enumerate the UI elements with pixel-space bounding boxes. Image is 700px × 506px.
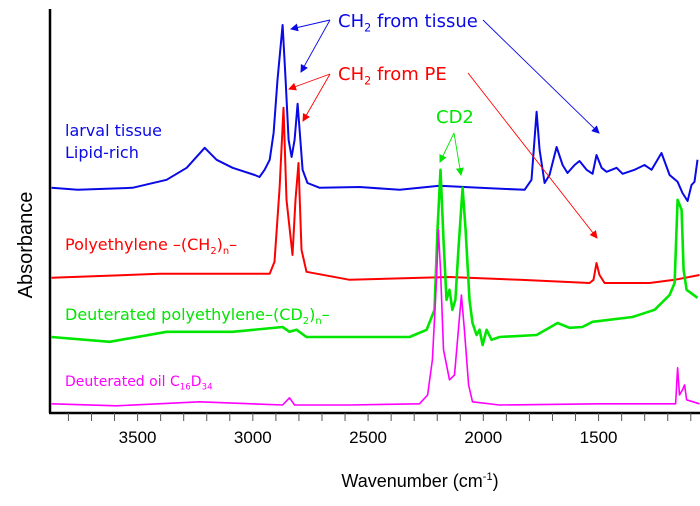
annotation-ch2-pe-part: from PE: [371, 64, 447, 85]
x-tick-label: 3000: [234, 428, 272, 447]
series-label-polyethylene-ch2-n-part: 2: [210, 246, 216, 257]
x-axis-label-part: ): [493, 471, 499, 491]
annotation-ch2-tissue: CH2 from tissue: [338, 11, 478, 35]
series-label-deuterated-oil-c16d34-part: 16: [180, 383, 191, 393]
series-label-polyethylene-ch2-n-part: Polyethylene –(CH: [65, 235, 210, 254]
annotation-arrow-ch2-tissue: [300, 19, 331, 73]
x-tick-label: 2000: [464, 428, 502, 447]
series-labels: larval tissue Lipid-rich Polyethylene –(CH…: [65, 121, 330, 393]
annotation-arrow-cd2: [453, 132, 464, 176]
annotation-ch2-tissue-part: 2: [364, 22, 371, 35]
series-label-deuterated-oil-c16d34-part: 34: [202, 383, 214, 393]
x-tick-label: 3500: [119, 428, 157, 447]
series-layer: [51, 24, 700, 407]
series-label-larval-tissue-lipid-rich-part: Lipid-rich: [65, 143, 139, 162]
annotation-ch2-tissue-part: CH: [338, 11, 364, 32]
series-label-deuterated-oil-c16d34-part: D: [191, 374, 202, 390]
axes: 3500 3000 2500 2000 1500: [48, 9, 700, 447]
annotation-ch2-pe-part: CH: [338, 64, 364, 85]
series-label-deuterated-oil-c16d34: Deuterated oil C16D34: [65, 374, 213, 393]
x-axis-label-part: -1: [483, 471, 493, 483]
series-label-larval-tissue-lipid-rich: Lipid-rich: [65, 143, 139, 162]
annotation-arrow-ch2-tissue: [290, 19, 331, 32]
series-label-polyethylene-ch2-n-part: –: [229, 235, 237, 254]
series-line-larval-tissue-lipid-rich: [51, 24, 699, 202]
annotation-ch2-pe-part: 2: [364, 75, 371, 88]
annotation-ch2-pe: CH2 from PE: [338, 64, 447, 88]
series-label-deuterated-polyethylene-cd2-n: Deuterated polyethylene–(CD2)n–: [65, 305, 330, 327]
annotation-cd2: CD2: [436, 107, 474, 128]
series-label-polyethylene-ch2-n-part: n: [223, 246, 229, 257]
series-label-deuterated-polyethylene-cd2-n-part: –: [322, 305, 330, 324]
annotation-arrow-ch2-pe: [467, 72, 598, 239]
series-label-deuterated-polyethylene-cd2-n-part: 2: [303, 316, 309, 327]
series-label-deuterated-polyethylene-cd2-n-part: ): [309, 305, 315, 324]
series-label-deuterated-polyethylene-cd2-n-part: n: [315, 316, 321, 327]
series-line-deuterated-polyethylene-cd2-n: [51, 168, 699, 347]
series-label-deuterated-polyethylene-cd2-n-part: Deuterated polyethylene–(CD: [65, 305, 303, 324]
annotation-arrow-ch2-pe: [288, 73, 331, 91]
x-tick-label: 1500: [580, 428, 618, 447]
annotation-arrow-cd2: [439, 132, 455, 163]
series-label-polyethylene-ch2-n: Polyethylene –(CH2)n–: [65, 235, 237, 257]
series-label-larval-tissue-lipid-rich-part: larval tissue: [65, 121, 162, 140]
y-axis-label: Absorbance: [15, 192, 37, 299]
series-label-polyethylene-ch2-n-part: ): [217, 235, 223, 254]
annotation-arrow-ch2-pe: [302, 73, 331, 122]
annotation-arrow-ch2-tissue: [482, 19, 600, 134]
x-axis-label: Wavenumber (cm-1): [341, 471, 498, 491]
series-label-deuterated-oil-c16d34-part: Deuterated oil C: [65, 374, 180, 390]
series-line-deuterated-oil-c16d34: [51, 229, 700, 407]
series-label-larval-tissue-lipid-rich: larval tissue: [65, 121, 162, 140]
annotation-ch2-tissue-part: from tissue: [371, 11, 478, 32]
x-tick-label: 2500: [349, 428, 387, 447]
x-axis-label-part: Wavenumber (cm: [341, 471, 482, 491]
series-line-polyethylene-ch2-n: [51, 106, 700, 284]
